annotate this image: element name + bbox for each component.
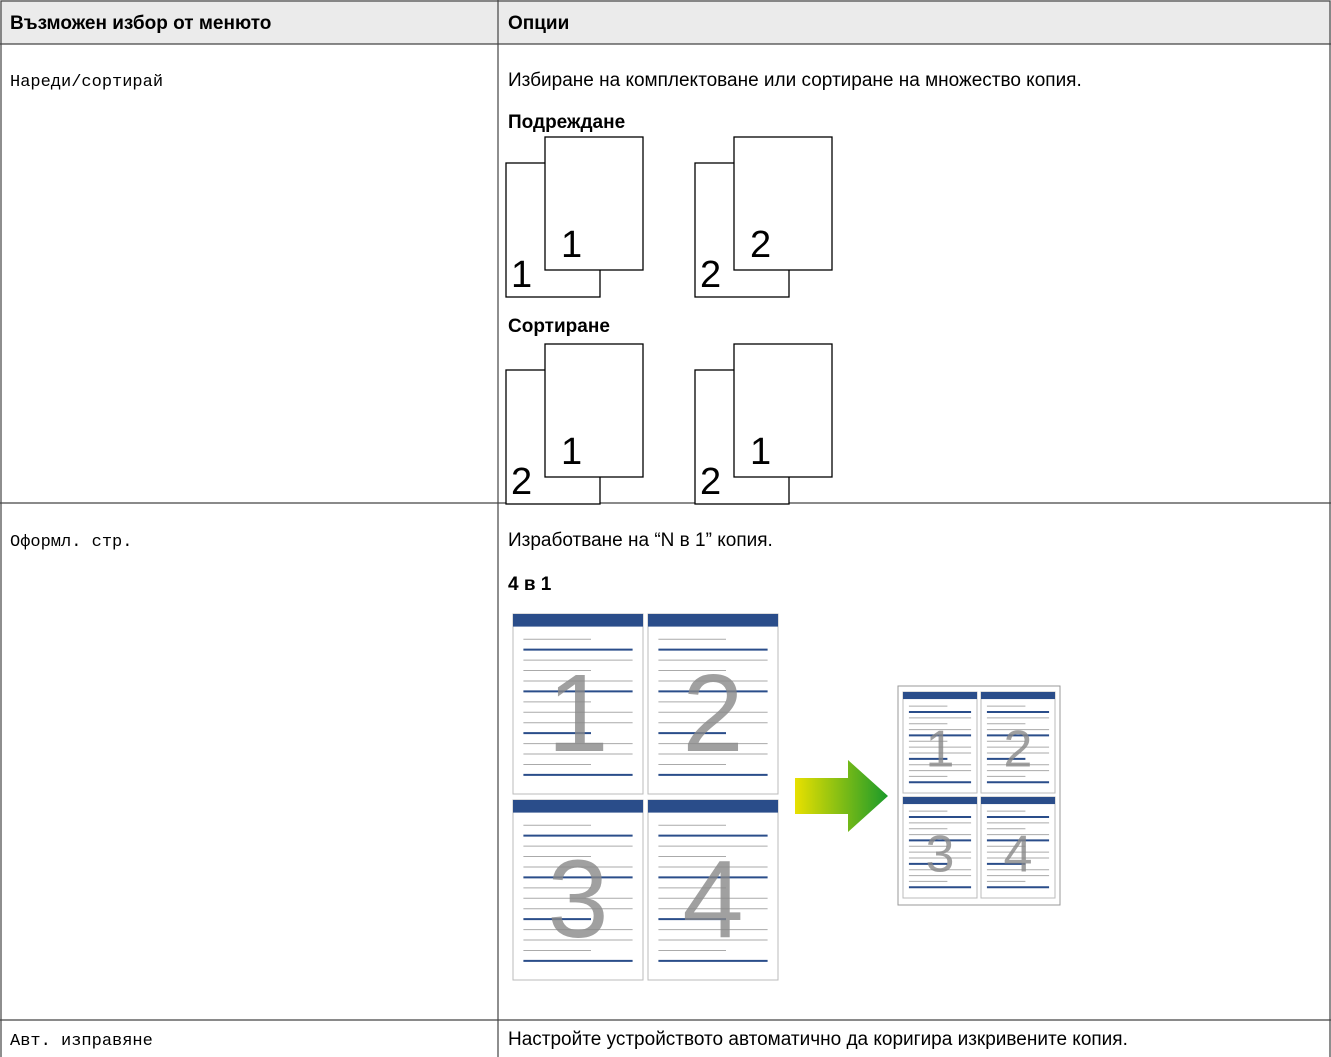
page-number: 1 <box>750 431 771 473</box>
page-number: 2 <box>700 254 721 296</box>
page-number: 1 <box>561 431 582 473</box>
page-number: 1 <box>561 224 582 266</box>
front-page <box>733 343 833 478</box>
doc-number: 2 <box>682 652 743 775</box>
menu-item: Авт. изправяне <box>10 1032 153 1051</box>
doc-number: 1 <box>547 652 608 775</box>
arrow <box>795 760 888 832</box>
doc-header <box>648 614 778 627</box>
doc-number: 2 <box>1004 720 1033 778</box>
doc-number: 4 <box>682 838 743 961</box>
doc-header <box>513 614 643 627</box>
doc-header <box>903 692 977 700</box>
menu-item: Нареди/сортирай <box>10 73 163 92</box>
doc-header <box>981 692 1055 700</box>
page-number: 1 <box>511 254 532 296</box>
front-page <box>544 343 644 478</box>
doc-header <box>903 797 977 805</box>
front-page <box>733 136 833 271</box>
section-heading: Сортиране <box>508 316 610 337</box>
doc-number: 3 <box>926 825 955 883</box>
doc-header <box>648 800 778 813</box>
section-heading: 4 в 1 <box>508 574 552 595</box>
front-page <box>544 136 644 271</box>
menu-item: Оформл. стр. <box>10 533 132 552</box>
description: Изработване на “N в 1” копия. <box>508 530 773 551</box>
doc-number: 1 <box>926 720 955 778</box>
doc-number: 3 <box>547 838 608 961</box>
description: Избиране на комплектоване или сортиране … <box>508 70 1082 91</box>
header-cell: Опции <box>508 13 569 34</box>
header-cell: Възможен избор от менюто <box>10 13 271 34</box>
doc-header <box>981 797 1055 805</box>
page-number: 2 <box>511 461 532 503</box>
page-number: 2 <box>700 461 721 503</box>
doc-header <box>513 800 643 813</box>
description: Настройте устройството автоматично да ко… <box>508 1029 1128 1050</box>
section-heading: Подреждане <box>508 112 625 133</box>
doc-number: 4 <box>1004 825 1033 883</box>
page-number: 2 <box>750 224 771 266</box>
header-bg <box>0 0 1331 44</box>
